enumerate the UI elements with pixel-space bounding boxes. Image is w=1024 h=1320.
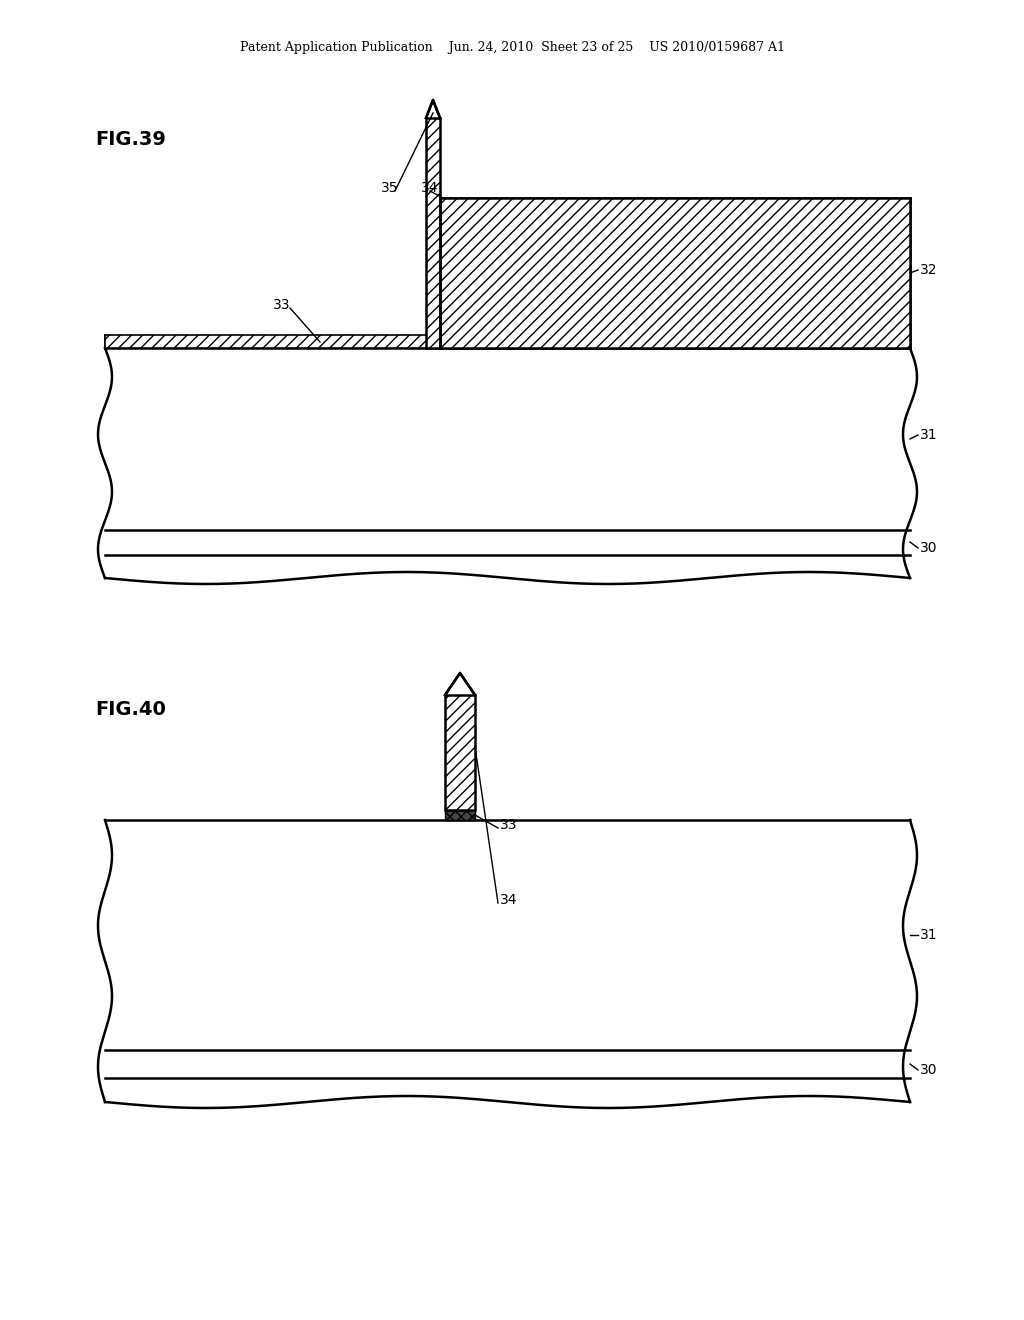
Bar — [105, 335, 440, 348]
Text: 33: 33 — [500, 818, 517, 832]
Text: 30: 30 — [920, 541, 938, 554]
Text: 34: 34 — [500, 894, 517, 907]
Bar — [445, 810, 475, 820]
Text: Patent Application Publication    Jun. 24, 2010  Sheet 23 of 25    US 2010/01596: Patent Application Publication Jun. 24, … — [240, 41, 784, 54]
Text: 34: 34 — [421, 181, 438, 195]
Text: FIG.39: FIG.39 — [95, 129, 166, 149]
Bar — [105, 348, 910, 531]
Bar — [445, 696, 475, 810]
Bar — [105, 335, 910, 578]
Bar — [105, 820, 910, 1102]
Bar — [445, 671, 475, 693]
Bar — [440, 198, 910, 348]
Text: 31: 31 — [920, 928, 938, 942]
Text: FIG.40: FIG.40 — [95, 700, 166, 719]
Text: 31: 31 — [920, 428, 938, 442]
Bar — [426, 98, 440, 116]
Text: 35: 35 — [381, 181, 398, 195]
Bar — [426, 117, 440, 348]
Bar — [105, 531, 910, 554]
Text: 32: 32 — [920, 263, 938, 277]
Text: 33: 33 — [273, 298, 291, 312]
Text: 30: 30 — [920, 1063, 938, 1077]
